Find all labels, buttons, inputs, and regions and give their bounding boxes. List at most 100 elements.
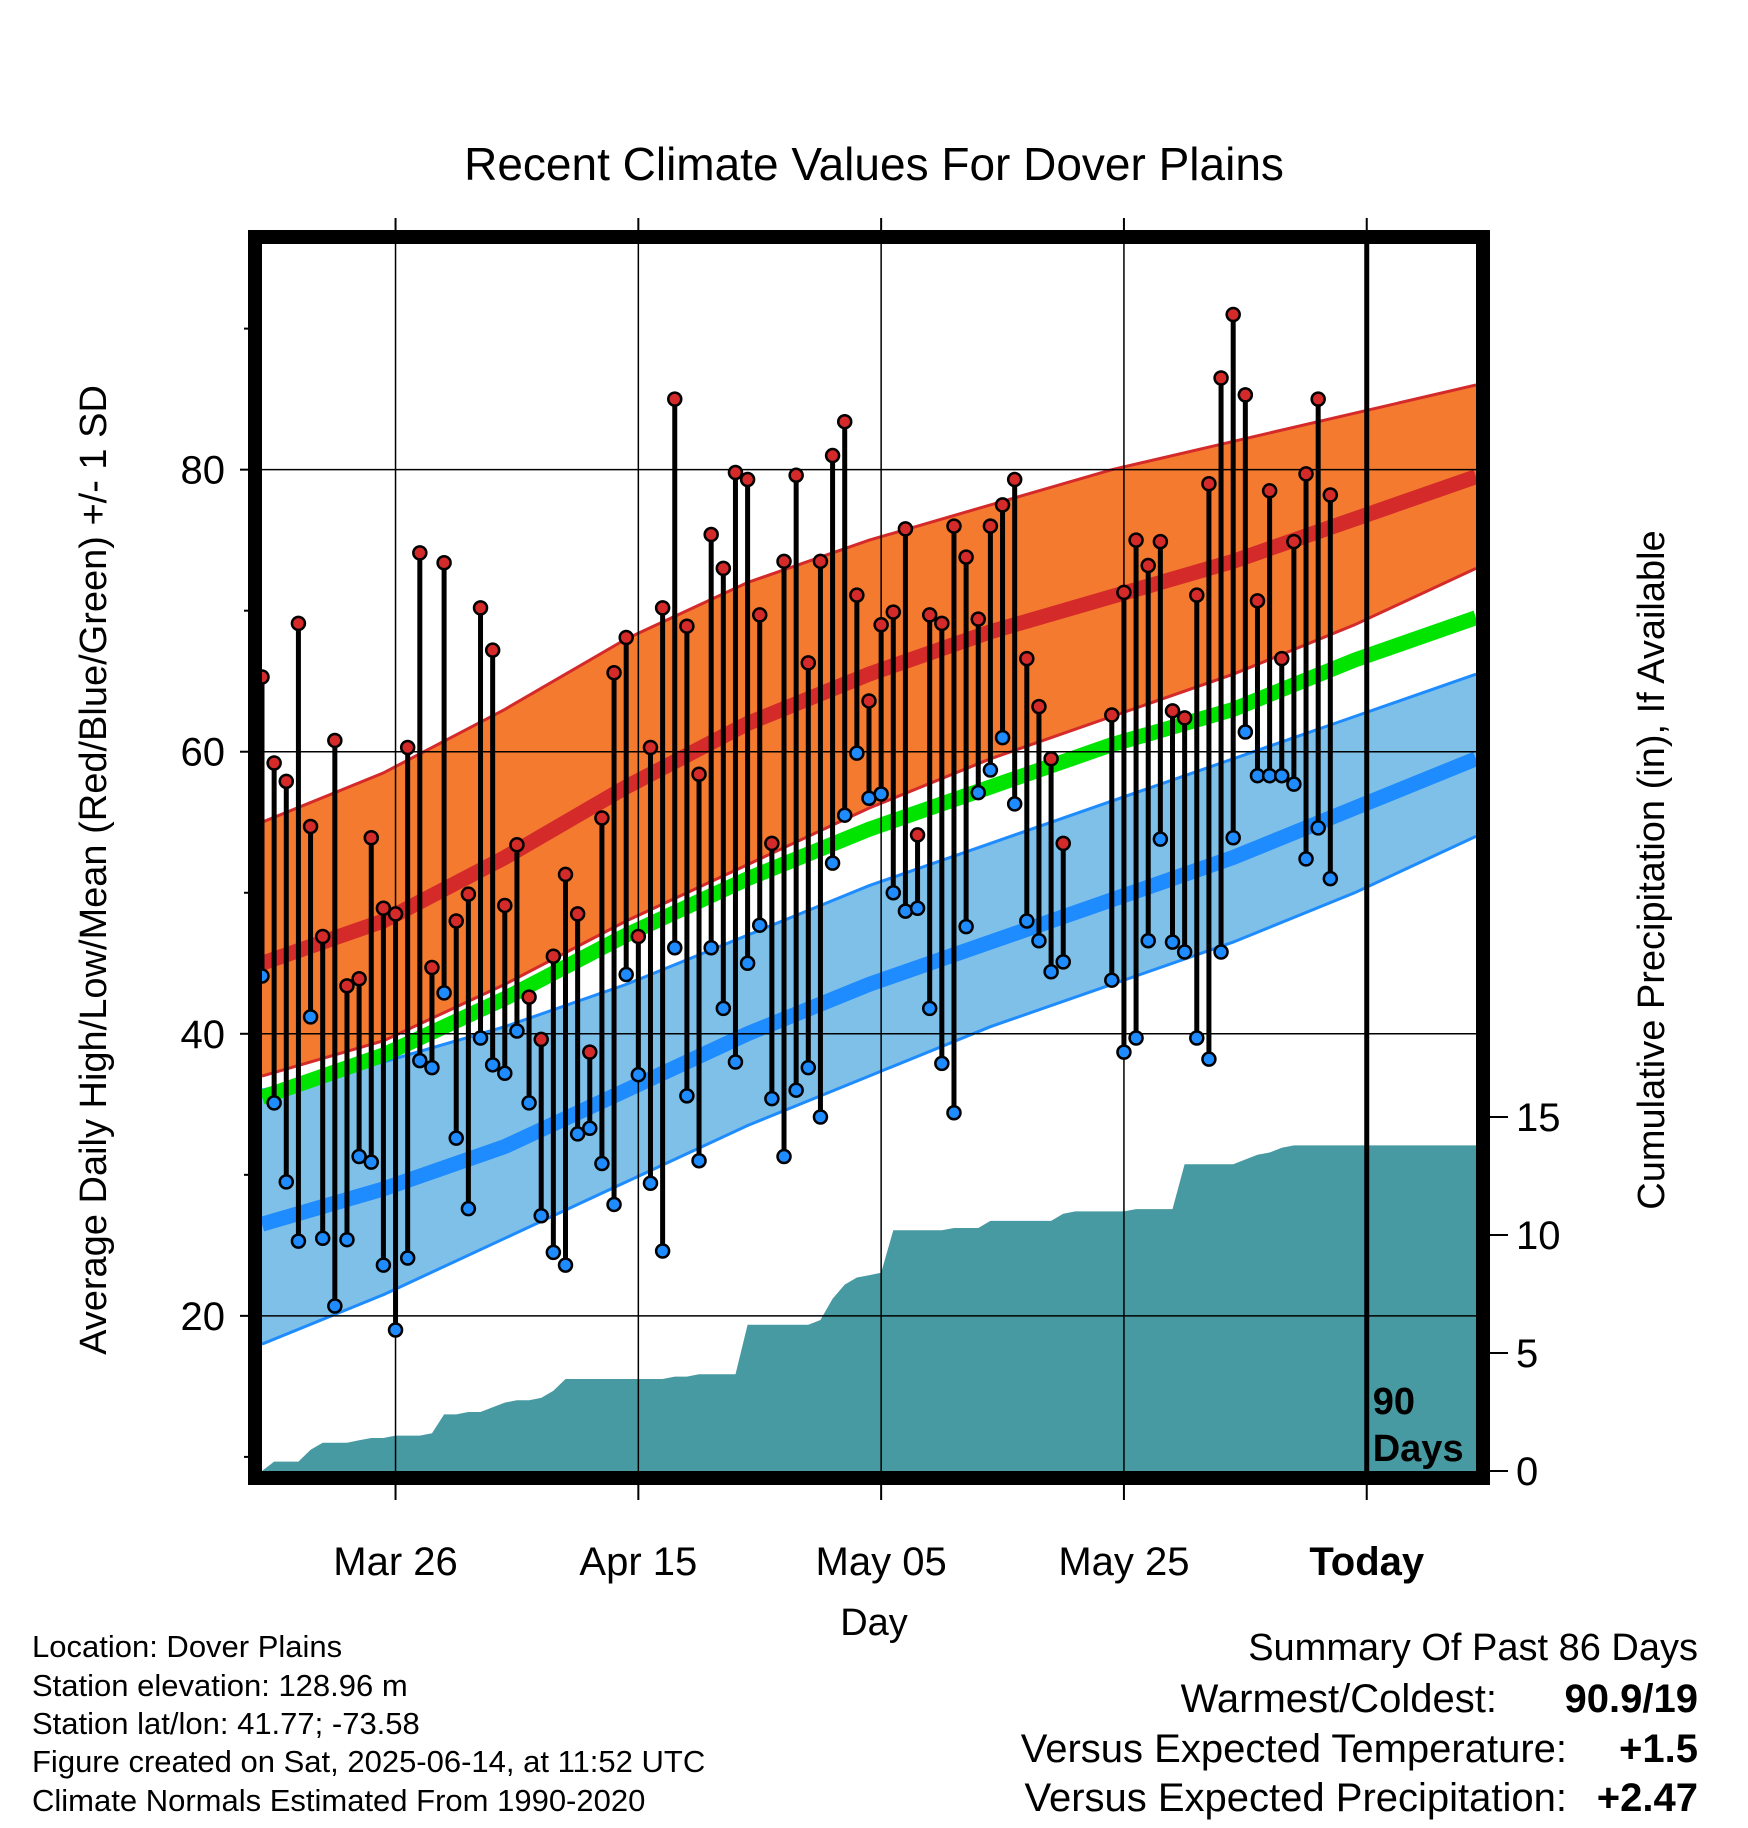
precip-area xyxy=(262,1145,1476,1471)
daily-low-point xyxy=(1043,963,1059,980)
daily-high-point xyxy=(484,642,501,658)
daily-high-point xyxy=(521,989,537,1005)
daily-high-point xyxy=(302,818,319,835)
daily-high-point xyxy=(1116,584,1132,601)
daily-low-point xyxy=(399,1250,416,1266)
today-marker-label: Days xyxy=(1373,1428,1464,1470)
daily-low-point xyxy=(460,1200,477,1217)
low-band-lower-edge xyxy=(262,834,1476,1346)
daily-low-point xyxy=(654,1243,671,1259)
daily-low-point xyxy=(569,1126,586,1142)
daily-low-point xyxy=(375,1257,392,1273)
summary-temp-value: +1.5 xyxy=(1619,1727,1698,1771)
daily-low-point xyxy=(545,1244,562,1261)
daily-low-point xyxy=(897,903,914,919)
daily-low-point xyxy=(594,1155,610,1172)
right-tick-label: 0 xyxy=(1516,1450,1538,1494)
daily-low-point xyxy=(533,1207,549,1224)
daily-low-point xyxy=(1286,776,1302,792)
daily-high-point xyxy=(812,553,829,570)
plot-frame xyxy=(248,230,1490,1485)
daily-high-point xyxy=(788,467,804,484)
daily-high-point xyxy=(1055,835,1071,852)
daily-high-point xyxy=(715,560,732,577)
daily-high-point xyxy=(958,549,974,565)
daily-low-point xyxy=(557,1257,574,1273)
x-tick-label: Mar 26 xyxy=(333,1540,458,1584)
daily-high-point xyxy=(339,978,355,994)
daily-low-point xyxy=(582,1120,598,1137)
footer-created: Figure created on Sat, 2025-06-14, at 11… xyxy=(32,1744,705,1779)
x-tick-label: Today xyxy=(1309,1540,1425,1584)
daily-low-point xyxy=(764,1090,780,1107)
daily-low-point xyxy=(1225,830,1241,846)
daily-high-point xyxy=(1348,0,1361,7)
daily-high-point xyxy=(1213,370,1229,386)
daily-low-point xyxy=(958,918,974,935)
daily-high-point xyxy=(262,669,270,685)
daily-low-point xyxy=(424,1059,440,1076)
left-tick-label: 40 xyxy=(181,1013,226,1057)
high-band-lower-edge xyxy=(262,567,1476,1078)
daily-high-point xyxy=(776,553,792,570)
daily-high-point xyxy=(824,447,841,464)
daily-low-point xyxy=(351,1148,367,1165)
daily-low-point xyxy=(921,1000,938,1017)
plot-inner: 90 Days xyxy=(262,0,1476,1471)
daily-high-point xyxy=(1261,483,1278,499)
summary-panel: Summary Of Past 86 Days Warmest/Coldest:… xyxy=(1021,1627,1698,1820)
daily-high-point xyxy=(424,959,440,976)
daily-high-point xyxy=(314,928,331,945)
daily-low-point xyxy=(472,1030,489,1046)
daily-low-point xyxy=(1298,851,1314,867)
daily-low-point xyxy=(1322,870,1339,887)
daily-high-point xyxy=(472,600,489,616)
daily-high-point xyxy=(1189,587,1205,603)
today-marker-label: 90 xyxy=(1373,1381,1415,1423)
daily-low-point xyxy=(1176,944,1193,960)
daily-high-point xyxy=(994,497,1011,513)
summary-precip-label: Versus Expected Precipitation: xyxy=(1024,1776,1567,1820)
daily-low-point xyxy=(1201,1051,1217,1067)
daily-low-point xyxy=(909,900,926,917)
daily-low-point xyxy=(1019,913,1035,929)
daily-high-point xyxy=(703,526,719,543)
footer-location: Location: Dover Plains xyxy=(32,1629,342,1664)
daily-high-point xyxy=(946,518,962,534)
x-tick-label: May 25 xyxy=(1058,1540,1189,1584)
daily-high-point xyxy=(460,886,477,902)
daily-high-point xyxy=(1336,0,1349,7)
right-tick-label: 15 xyxy=(1516,1096,1561,1140)
daily-high-point xyxy=(679,618,695,634)
high-normal-line xyxy=(262,469,1476,971)
daily-high-point xyxy=(970,611,987,627)
high-band-upper-edge xyxy=(262,383,1476,824)
low-normal-line xyxy=(262,751,1476,1232)
daily-high-point xyxy=(739,471,756,488)
daily-low-point xyxy=(812,1109,829,1125)
chart-title: Recent Climate Values For Dover Plains xyxy=(464,138,1284,190)
daily-high-point xyxy=(861,693,877,709)
daily-high-point xyxy=(1128,532,1144,548)
daily-high-point xyxy=(1322,487,1339,503)
daily-low-point xyxy=(630,1066,647,1083)
daily-low-point xyxy=(1164,934,1181,950)
daily-high-point xyxy=(278,773,295,790)
daily-low-point xyxy=(824,855,841,871)
daily-high-point xyxy=(412,545,428,561)
daily-high-point xyxy=(387,906,404,922)
daily-high-point xyxy=(934,615,950,632)
daily-high-point xyxy=(448,913,464,929)
daily-high-point xyxy=(667,391,683,407)
daily-high-point xyxy=(557,866,574,883)
daily-high-point xyxy=(800,655,817,671)
daily-low-point xyxy=(448,1130,464,1146)
left-tick-label: 20 xyxy=(181,1295,226,1339)
daily-low-point xyxy=(314,1230,331,1247)
daily-low-point xyxy=(290,1233,307,1249)
daily-high-point xyxy=(399,739,416,756)
x-tick-label: Apr 15 xyxy=(579,1540,697,1584)
daily-low-point xyxy=(800,1059,817,1076)
daily-low-point xyxy=(642,1175,659,1192)
